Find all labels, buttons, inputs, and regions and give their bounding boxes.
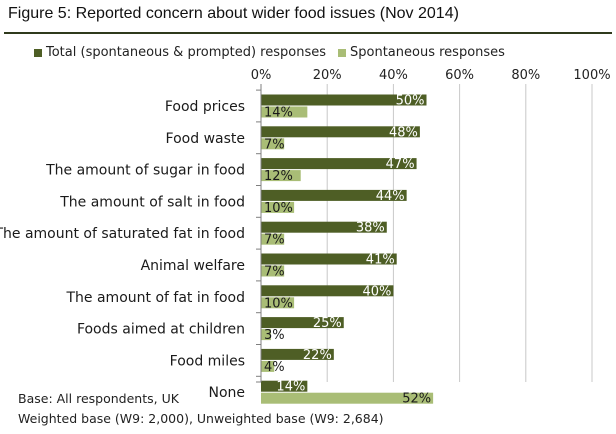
bar-spontaneous bbox=[261, 233, 285, 245]
bar-spontaneous bbox=[261, 138, 285, 150]
legend-label-spontaneous: Spontaneous responses bbox=[350, 45, 505, 60]
category-label: Foods aimed at children bbox=[77, 322, 245, 338]
bar-spontaneous bbox=[261, 297, 295, 309]
bar-total bbox=[261, 380, 308, 392]
data-label-spontaneous: 7% bbox=[264, 265, 285, 280]
x-tick-label: 40% bbox=[379, 68, 408, 83]
category-label: Food prices bbox=[165, 99, 245, 115]
bar-spontaneous bbox=[261, 265, 285, 277]
bar-total bbox=[261, 285, 394, 297]
data-label-spontaneous: 7% bbox=[264, 137, 285, 152]
data-label-spontaneous: 4% bbox=[264, 360, 285, 375]
footer-base: Base: All respondents, UK bbox=[18, 391, 179, 406]
data-label-spontaneous: 10% bbox=[264, 201, 293, 216]
data-label-total: 50% bbox=[396, 94, 425, 109]
data-label-total: 47% bbox=[386, 157, 415, 172]
data-label-total: 41% bbox=[366, 253, 395, 268]
legend-swatch-total bbox=[34, 48, 42, 57]
bar-total bbox=[261, 126, 420, 138]
bar-total bbox=[261, 94, 427, 106]
legend-label-total: Total (spontaneous & prompted) responses bbox=[46, 45, 327, 60]
bar-total bbox=[261, 253, 397, 265]
title-rule bbox=[4, 32, 612, 34]
category-label: Food miles bbox=[170, 353, 245, 369]
x-tick-label: 20% bbox=[313, 68, 342, 83]
data-label-total: 14% bbox=[276, 380, 305, 395]
data-label-spontaneous: 7% bbox=[264, 233, 285, 248]
x-tick-label: 100% bbox=[573, 68, 610, 83]
data-label-spontaneous: 14% bbox=[264, 106, 293, 121]
x-tick-label: 0% bbox=[251, 68, 272, 83]
bar-total bbox=[261, 221, 387, 233]
data-label-total: 48% bbox=[389, 125, 418, 140]
category-label: The amount of saturated fat in food bbox=[0, 226, 245, 242]
category-label: None bbox=[208, 385, 245, 401]
data-label-total: 38% bbox=[356, 221, 385, 236]
x-tick-label: 60% bbox=[445, 68, 474, 83]
category-label: Food waste bbox=[166, 131, 245, 147]
bar-spontaneous bbox=[261, 170, 301, 182]
category-label: The amount of fat in food bbox=[65, 290, 245, 306]
category-label: The amount of sugar in food bbox=[45, 163, 245, 179]
bar-spontaneous bbox=[261, 360, 275, 372]
chart-footer: Base: All respondents, UK Weighted base … bbox=[18, 389, 384, 429]
x-tick-label: 80% bbox=[511, 68, 540, 83]
footer-weighted-base: Weighted base (W9: 2,000), Unweighted ba… bbox=[18, 411, 384, 426]
bar-spontaneous bbox=[261, 392, 434, 404]
bar-total bbox=[261, 317, 344, 329]
bar-spontaneous bbox=[261, 329, 271, 341]
legend: Total (spontaneous & prompted) responses… bbox=[34, 45, 517, 60]
legend-item-total: Total (spontaneous & prompted) responses bbox=[34, 45, 326, 60]
data-label-spontaneous: 3% bbox=[264, 328, 285, 343]
bar-total bbox=[261, 189, 407, 201]
data-label-total: 25% bbox=[313, 316, 342, 331]
data-label-total: 40% bbox=[362, 284, 391, 299]
data-label-spontaneous: 10% bbox=[264, 296, 293, 311]
bar-total bbox=[261, 158, 417, 170]
bar-total bbox=[261, 348, 334, 360]
legend-item-spontaneous: Spontaneous responses bbox=[338, 45, 505, 60]
category-label: Animal welfare bbox=[141, 258, 245, 274]
legend-swatch-spontaneous bbox=[338, 48, 347, 57]
data-label-total: 22% bbox=[303, 348, 332, 363]
data-label-spontaneous: 12% bbox=[264, 169, 293, 184]
data-label-total: 44% bbox=[376, 189, 405, 204]
bar-spontaneous bbox=[261, 106, 308, 118]
data-label-spontaneous: 52% bbox=[402, 392, 431, 407]
category-label: The amount of salt in food bbox=[59, 194, 245, 210]
figure-title: Figure 5: Reported concern about wider f… bbox=[8, 5, 459, 22]
bar-spontaneous bbox=[261, 201, 295, 213]
